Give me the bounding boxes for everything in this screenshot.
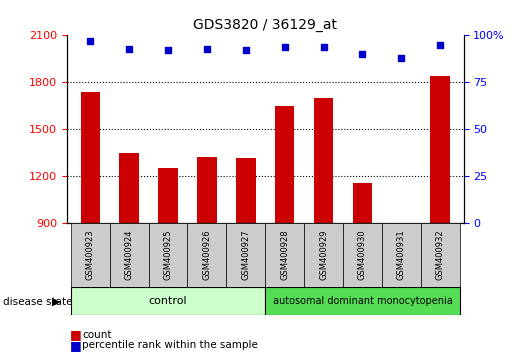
Text: ▶: ▶ xyxy=(52,297,60,307)
Bar xyxy=(119,153,139,223)
Bar xyxy=(71,287,265,315)
Bar xyxy=(187,223,227,287)
Text: GSM400931: GSM400931 xyxy=(397,229,406,280)
Text: GSM400927: GSM400927 xyxy=(242,229,250,280)
Point xyxy=(125,46,133,51)
Bar xyxy=(275,106,295,223)
Bar xyxy=(304,223,343,287)
Point xyxy=(164,47,172,53)
Text: GSM400924: GSM400924 xyxy=(125,230,134,280)
Bar xyxy=(265,287,459,315)
Text: GSM400929: GSM400929 xyxy=(319,230,328,280)
Bar xyxy=(197,157,217,223)
Text: GSM400926: GSM400926 xyxy=(202,229,212,280)
Point xyxy=(86,38,94,44)
Text: percentile rank within the sample: percentile rank within the sample xyxy=(82,340,259,350)
Bar xyxy=(110,223,149,287)
Text: control: control xyxy=(149,296,187,306)
Point xyxy=(358,51,367,57)
Point xyxy=(242,47,250,53)
Point xyxy=(281,44,289,50)
Bar xyxy=(391,223,411,228)
Bar xyxy=(314,98,333,223)
Bar xyxy=(149,223,187,287)
Point xyxy=(436,42,444,47)
Text: GSM400928: GSM400928 xyxy=(280,229,289,280)
Text: ■: ■ xyxy=(70,339,81,352)
Text: ■: ■ xyxy=(70,328,81,341)
Bar xyxy=(227,223,265,287)
Point xyxy=(397,55,405,61)
Bar xyxy=(343,223,382,287)
Bar xyxy=(421,223,459,287)
Text: GSM400932: GSM400932 xyxy=(436,229,444,280)
Text: count: count xyxy=(82,330,112,339)
Bar xyxy=(158,167,178,223)
Text: GSM400923: GSM400923 xyxy=(86,229,95,280)
Bar xyxy=(382,223,421,287)
Bar xyxy=(353,183,372,223)
Point xyxy=(203,46,211,51)
Bar xyxy=(265,223,304,287)
Bar xyxy=(71,223,110,287)
Text: GSM400925: GSM400925 xyxy=(164,230,173,280)
Bar xyxy=(431,76,450,223)
Title: GDS3820 / 36129_at: GDS3820 / 36129_at xyxy=(193,18,337,32)
Text: disease state: disease state xyxy=(3,297,72,307)
Text: GSM400930: GSM400930 xyxy=(358,229,367,280)
Point xyxy=(319,44,328,50)
Text: autosomal dominant monocytopenia: autosomal dominant monocytopenia xyxy=(272,296,452,306)
Bar xyxy=(236,158,255,223)
Bar xyxy=(80,92,100,223)
